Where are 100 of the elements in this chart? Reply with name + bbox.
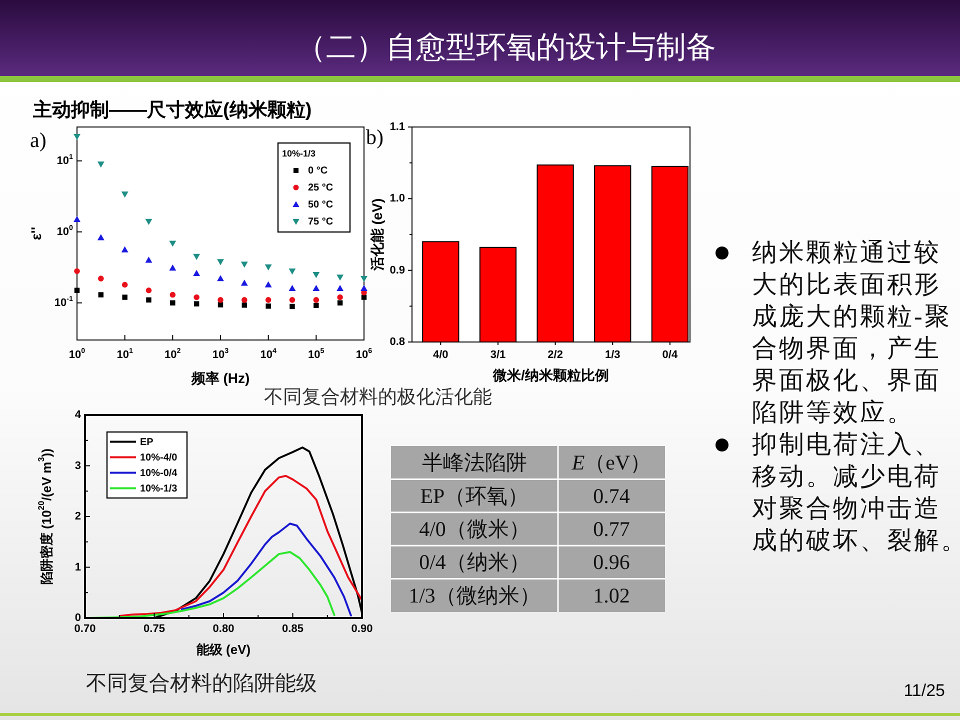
text: 纳米颗粒通过较大的比表面积形成庞大的颗粒-聚合物界面，产生界面极化、界面陷阱等效应。 — [752, 240, 952, 426]
point — [97, 162, 104, 168]
line-series — [118, 474, 363, 617]
point — [74, 288, 80, 293]
point — [145, 256, 152, 263]
point — [266, 304, 271, 309]
point — [264, 264, 272, 270]
point — [360, 276, 368, 282]
legend-label: 50 °C — [308, 199, 334, 210]
y-tick-label: 10$^{0}$ — [56, 224, 74, 238]
point — [194, 301, 200, 306]
y-tick-label: 10$^{-1}$ — [54, 294, 74, 309]
point — [265, 297, 272, 303]
point — [290, 304, 295, 310]
x-tick-label: 0.90 — [351, 623, 373, 635]
y-tick-label: 0.9 — [390, 264, 405, 276]
y-tick-label: 2 — [74, 510, 81, 522]
point — [74, 216, 80, 222]
x-tick-label: 10$^{2}$ — [164, 347, 181, 361]
y-tick-label: 0.8 — [390, 336, 405, 348]
point — [146, 297, 152, 303]
point — [218, 297, 224, 303]
point — [98, 292, 104, 298]
x-tick-label: 0.75 — [144, 623, 165, 635]
point — [146, 287, 152, 294]
point — [122, 282, 128, 288]
text: b) — [366, 125, 384, 149]
text: E（eV） — [570, 450, 652, 475]
x-tick-label: 0.85 — [282, 623, 304, 635]
point — [145, 218, 152, 225]
legend-label: EP — [140, 436, 154, 448]
point — [169, 240, 176, 247]
y-tick-label: 1.1 — [390, 121, 405, 133]
point — [98, 276, 104, 282]
y-tick-label: 10$^{1}$ — [56, 152, 74, 167]
x-tick-label: 0.80 — [212, 623, 234, 635]
legend-label: 0 °C — [308, 165, 328, 176]
x-tick-label: 2/2 — [548, 349, 563, 361]
x-tick-label: 10$^{3}$ — [212, 347, 229, 361]
y-tick-label: 1.0 — [390, 192, 405, 205]
legend-title: 10%-1/3 — [282, 148, 316, 158]
x-tick-label: 4/0 — [433, 349, 448, 361]
point — [242, 302, 248, 308]
data-label: 0.77 — [593, 517, 630, 541]
text: 不同复合材料的极化活化能 — [264, 386, 492, 408]
point — [170, 292, 176, 298]
point — [121, 246, 128, 252]
point — [336, 274, 344, 281]
x-tick-label: 10$^{4}$ — [260, 347, 276, 361]
legend-label: 25 °C — [308, 182, 334, 193]
text: 半峰法陷阱 — [422, 450, 527, 475]
y-tick-label: 0 — [74, 612, 81, 624]
point — [314, 302, 319, 308]
point — [217, 275, 224, 282]
point — [312, 272, 320, 278]
legend-label: 75 °C — [308, 216, 334, 227]
point — [337, 300, 343, 306]
text: 主动抑制——尺寸效应(纳米颗粒) — [32, 98, 312, 120]
x-tick-label: 0.70 — [74, 623, 96, 635]
category-label: EP（环氧） — [420, 484, 529, 508]
text: 11/25 — [904, 680, 945, 700]
point — [218, 302, 224, 308]
point — [240, 262, 248, 268]
category-label: 0/4（纳米） — [419, 550, 530, 574]
legend-label: 10%-0/4 — [140, 467, 178, 478]
point — [74, 134, 80, 140]
text: （二）自愈型环氧的设计与制备 — [296, 30, 716, 64]
y-axis-title: ε'' — [28, 226, 44, 240]
x-tick-label: 10$^{5}$ — [308, 347, 324, 361]
point — [74, 268, 80, 274]
category-label: 1/3（微纳米） — [408, 583, 540, 608]
point — [97, 234, 104, 240]
data-label: 0.96 — [593, 550, 630, 574]
point — [336, 284, 344, 291]
line-series — [180, 522, 352, 616]
point — [288, 284, 296, 291]
point — [264, 281, 272, 288]
point — [240, 280, 248, 286]
data-label: 1.02 — [593, 583, 630, 608]
legend-label: 10%-4/0 — [140, 452, 178, 463]
point — [313, 297, 320, 303]
point — [170, 300, 176, 306]
x-tick-label: 10$^{6}$ — [356, 347, 372, 361]
x-axis-title: 频率 (Hz) — [190, 370, 250, 386]
x-axis-title: 微米/纳米颗粒比例 — [492, 367, 609, 383]
y-tick-label: 3 — [74, 460, 81, 472]
y-tick-label: 1 — [74, 561, 81, 574]
point — [360, 284, 368, 291]
text: a) — [30, 128, 46, 152]
text: 不同复合材料的陷阱能级 — [86, 671, 317, 695]
x-tick-label: 0/4 — [662, 349, 678, 361]
x-tick-label: 3/1 — [490, 349, 506, 361]
point — [194, 294, 200, 300]
point — [169, 264, 176, 271]
text: 抑制电荷注入、移动。减少电荷对聚合物冲击造成的破坏、裂解。 — [752, 430, 960, 554]
point — [121, 192, 128, 198]
point — [193, 254, 200, 260]
point — [289, 297, 296, 303]
point — [193, 270, 200, 276]
x-tick-label: 10$^{1}$ — [116, 347, 133, 361]
